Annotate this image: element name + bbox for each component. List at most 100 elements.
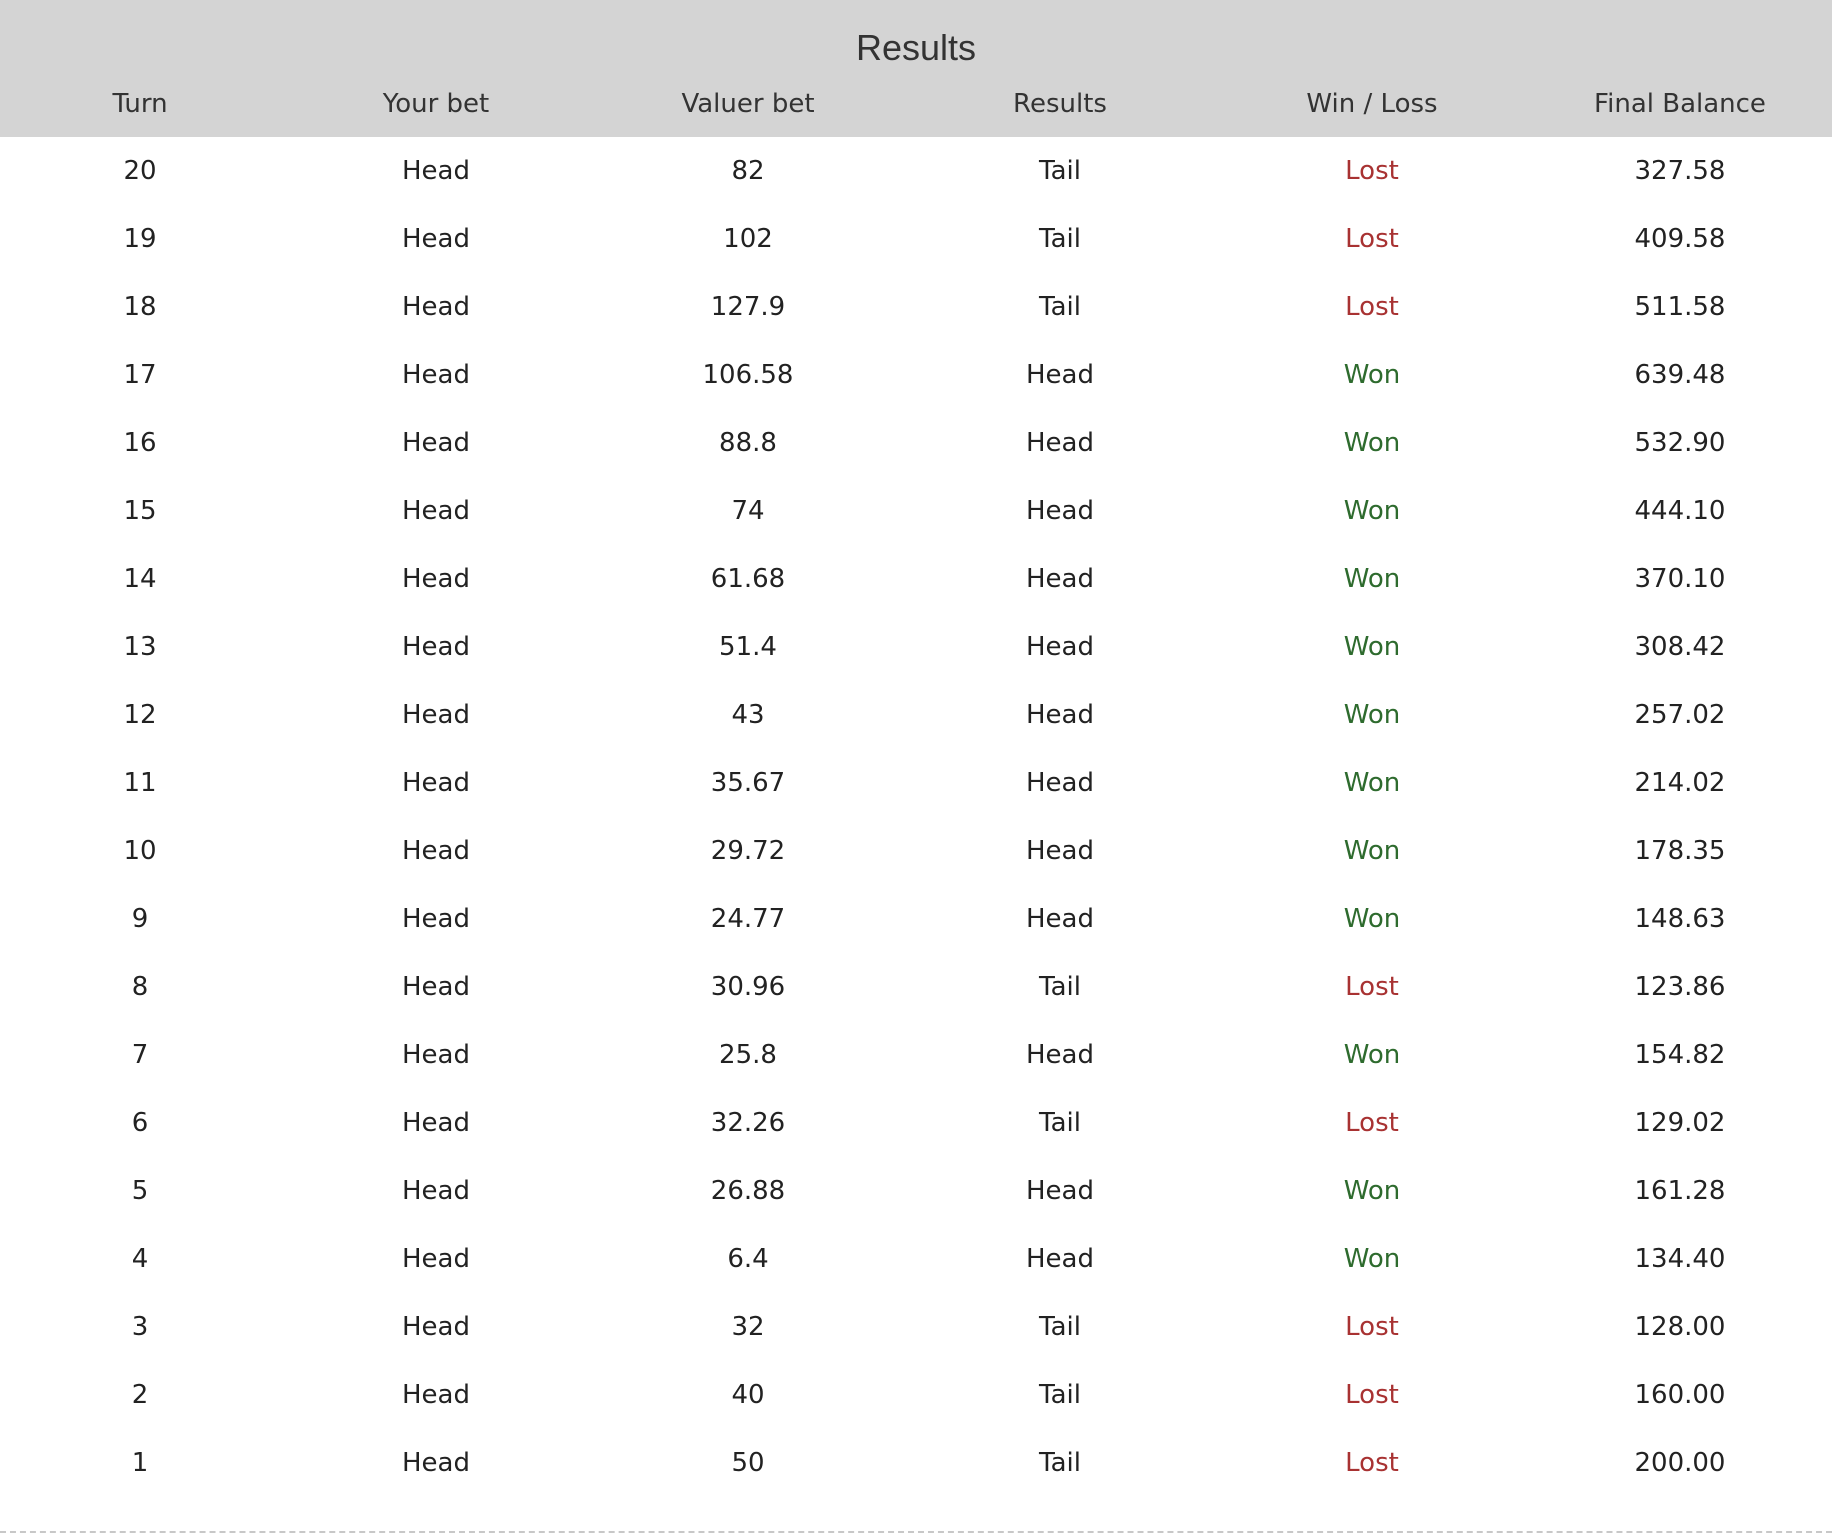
cell-final-balance: 639.48 bbox=[1634, 360, 1726, 390]
cell-turn: 11 bbox=[123, 768, 157, 798]
column-header-final-balance: Final Balance bbox=[1594, 89, 1766, 119]
cell-turn: 14 bbox=[123, 564, 157, 594]
cell-final-balance: 532.90 bbox=[1634, 428, 1726, 458]
table-row: 4 Head 6.4 Head Won 134.40 bbox=[0, 1225, 1832, 1293]
cell-your-bet: Head bbox=[402, 632, 470, 662]
cell-result: Tail bbox=[1039, 292, 1081, 322]
cell-final-balance: 154.82 bbox=[1634, 1040, 1726, 1070]
cell-your-bet: Head bbox=[402, 1040, 470, 1070]
cell-valuer-bet: 51.4 bbox=[719, 632, 777, 662]
cell-turn: 7 bbox=[131, 1040, 149, 1070]
results-table-body: 20 Head 82 Tail Lost 327.58 19 Head 102 Tail Lost 4… bbox=[0, 137, 1832, 1497]
cell-result: Head bbox=[1026, 700, 1094, 730]
cell-win-loss: Won bbox=[1343, 700, 1401, 730]
cell-your-bet: Head bbox=[402, 564, 470, 594]
cell-valuer-bet: 106.58 bbox=[702, 360, 794, 390]
cell-your-bet: Head bbox=[402, 224, 470, 254]
column-header-results: Results bbox=[1013, 89, 1107, 119]
cell-final-balance: 128.00 bbox=[1634, 1312, 1726, 1342]
cell-win-loss: Won bbox=[1343, 632, 1401, 662]
cell-win-loss: Won bbox=[1343, 836, 1401, 866]
cell-win-loss: Lost bbox=[1345, 292, 1399, 322]
cell-win-loss: Won bbox=[1343, 768, 1401, 798]
cell-final-balance: 178.35 bbox=[1634, 836, 1726, 866]
results-header: Results Turn Your bet Valuer bet Results… bbox=[0, 0, 1832, 137]
table-row: 18 Head 127.9 Tail Lost 511.58 bbox=[0, 273, 1832, 341]
cell-win-loss: Lost bbox=[1345, 224, 1399, 254]
table-row: 16 Head 88.8 Head Won 532.90 bbox=[0, 409, 1832, 477]
cell-final-balance: 123.86 bbox=[1634, 972, 1726, 1002]
cell-result: Tail bbox=[1039, 224, 1081, 254]
table-row: 6 Head 32.26 Tail Lost 129.02 bbox=[0, 1089, 1832, 1157]
cell-turn: 12 bbox=[123, 700, 157, 730]
cell-win-loss: Won bbox=[1343, 428, 1401, 458]
cell-final-balance: 370.10 bbox=[1634, 564, 1726, 594]
cell-valuer-bet: 127.9 bbox=[710, 292, 786, 322]
cell-final-balance: 444.10 bbox=[1634, 496, 1726, 526]
cell-your-bet: Head bbox=[402, 1448, 470, 1478]
cell-result: Head bbox=[1026, 904, 1094, 934]
cell-final-balance: 148.63 bbox=[1634, 904, 1726, 934]
cell-your-bet: Head bbox=[402, 1244, 470, 1274]
results-panel: Results Turn Your bet Valuer bet Results… bbox=[0, 0, 1832, 1478]
column-header-turn: Turn bbox=[112, 89, 168, 119]
cell-result: Tail bbox=[1039, 1448, 1081, 1478]
cell-result: Tail bbox=[1039, 156, 1081, 186]
cell-your-bet: Head bbox=[402, 428, 470, 458]
cell-result: Head bbox=[1026, 496, 1094, 526]
cell-result: Head bbox=[1026, 1244, 1094, 1274]
cell-valuer-bet: 43 bbox=[731, 700, 765, 730]
cell-win-loss: Won bbox=[1343, 360, 1401, 390]
cell-result: Head bbox=[1026, 1176, 1094, 1206]
cell-your-bet: Head bbox=[402, 700, 470, 730]
table-row: 9 Head 24.77 Head Won 148.63 bbox=[0, 885, 1832, 953]
cell-result: Head bbox=[1026, 564, 1094, 594]
cell-result: Head bbox=[1026, 768, 1094, 798]
cell-valuer-bet: 30.96 bbox=[710, 972, 786, 1002]
cell-final-balance: 409.58 bbox=[1634, 224, 1726, 254]
cell-final-balance: 511.58 bbox=[1634, 292, 1726, 322]
table-row: 14 Head 61.68 Head Won 370.10 bbox=[0, 545, 1832, 613]
cell-valuer-bet: 24.77 bbox=[710, 904, 786, 934]
cell-your-bet: Head bbox=[402, 292, 470, 322]
cell-final-balance: 257.02 bbox=[1634, 700, 1726, 730]
cell-valuer-bet: 88.8 bbox=[719, 428, 777, 458]
cell-your-bet: Head bbox=[402, 1312, 470, 1342]
cell-win-loss: Lost bbox=[1345, 1380, 1399, 1410]
cell-your-bet: Head bbox=[402, 1108, 470, 1138]
table-row: 19 Head 102 Tail Lost 409.58 bbox=[0, 205, 1832, 273]
table-row: 1 Head 50 Tail Lost 200.00 bbox=[0, 1429, 1832, 1497]
cell-result: Tail bbox=[1039, 1380, 1081, 1410]
dashed-divider bbox=[0, 1531, 1832, 1533]
cell-your-bet: Head bbox=[402, 156, 470, 186]
table-row: 3 Head 32 Tail Lost 128.00 bbox=[0, 1293, 1832, 1361]
cell-win-loss: Won bbox=[1343, 1244, 1401, 1274]
cell-valuer-bet: 40 bbox=[731, 1380, 765, 1410]
cell-valuer-bet: 6.4 bbox=[727, 1244, 769, 1274]
cell-win-loss: Won bbox=[1343, 1040, 1401, 1070]
cell-valuer-bet: 29.72 bbox=[710, 836, 786, 866]
cell-win-loss: Won bbox=[1343, 564, 1401, 594]
cell-your-bet: Head bbox=[402, 768, 470, 798]
cell-result: Tail bbox=[1039, 972, 1081, 1002]
cell-your-bet: Head bbox=[402, 1176, 470, 1206]
cell-final-balance: 160.00 bbox=[1634, 1380, 1726, 1410]
table-row: 15 Head 74 Head Won 444.10 bbox=[0, 477, 1832, 545]
cell-turn: 15 bbox=[123, 496, 157, 526]
cell-result: Head bbox=[1026, 836, 1094, 866]
cell-valuer-bet: 32.26 bbox=[710, 1108, 786, 1138]
cell-your-bet: Head bbox=[402, 904, 470, 934]
cell-valuer-bet: 82 bbox=[731, 156, 765, 186]
cell-result: Head bbox=[1026, 428, 1094, 458]
cell-final-balance: 327.58 bbox=[1634, 156, 1726, 186]
table-row: 7 Head 25.8 Head Won 154.82 bbox=[0, 1021, 1832, 1089]
cell-win-loss: Lost bbox=[1345, 1108, 1399, 1138]
cell-turn: 9 bbox=[131, 904, 149, 934]
cell-final-balance: 200.00 bbox=[1634, 1448, 1726, 1478]
cell-final-balance: 161.28 bbox=[1634, 1176, 1726, 1206]
cell-turn: 3 bbox=[131, 1312, 149, 1342]
cell-turn: 13 bbox=[123, 632, 157, 662]
cell-your-bet: Head bbox=[402, 836, 470, 866]
cell-final-balance: 134.40 bbox=[1634, 1244, 1726, 1274]
cell-turn: 20 bbox=[123, 156, 157, 186]
